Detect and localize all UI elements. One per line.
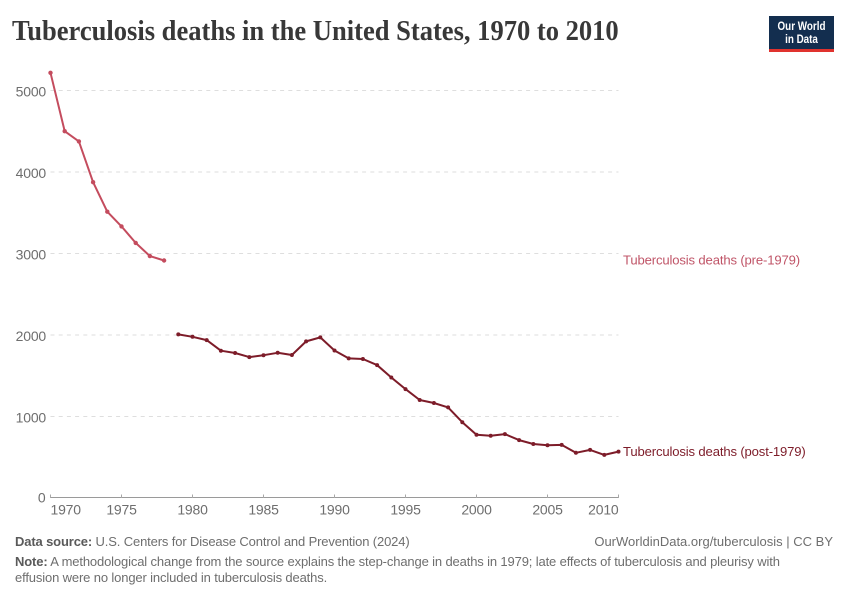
svg-text:2000: 2000 xyxy=(16,328,47,344)
svg-text:1970: 1970 xyxy=(51,502,82,518)
svg-text:1995: 1995 xyxy=(390,502,421,518)
svg-text:1000: 1000 xyxy=(16,410,47,426)
svg-text:3000: 3000 xyxy=(16,247,47,263)
svg-text:1980: 1980 xyxy=(177,502,208,518)
svg-text:2010: 2010 xyxy=(588,502,619,518)
svg-text:5000: 5000 xyxy=(16,84,47,100)
svg-text:2000: 2000 xyxy=(461,502,492,518)
svg-text:2005: 2005 xyxy=(532,502,563,518)
svg-text:4000: 4000 xyxy=(16,165,47,181)
svg-text:0: 0 xyxy=(38,490,46,506)
svg-text:1985: 1985 xyxy=(248,502,279,518)
svg-text:Tuberculosis deaths (post-1979: Tuberculosis deaths (post-1979) xyxy=(623,444,806,459)
svg-text:1975: 1975 xyxy=(106,502,137,518)
svg-text:Tuberculosis deaths (pre-1979): Tuberculosis deaths (pre-1979) xyxy=(623,253,800,268)
svg-text:1990: 1990 xyxy=(319,502,350,518)
